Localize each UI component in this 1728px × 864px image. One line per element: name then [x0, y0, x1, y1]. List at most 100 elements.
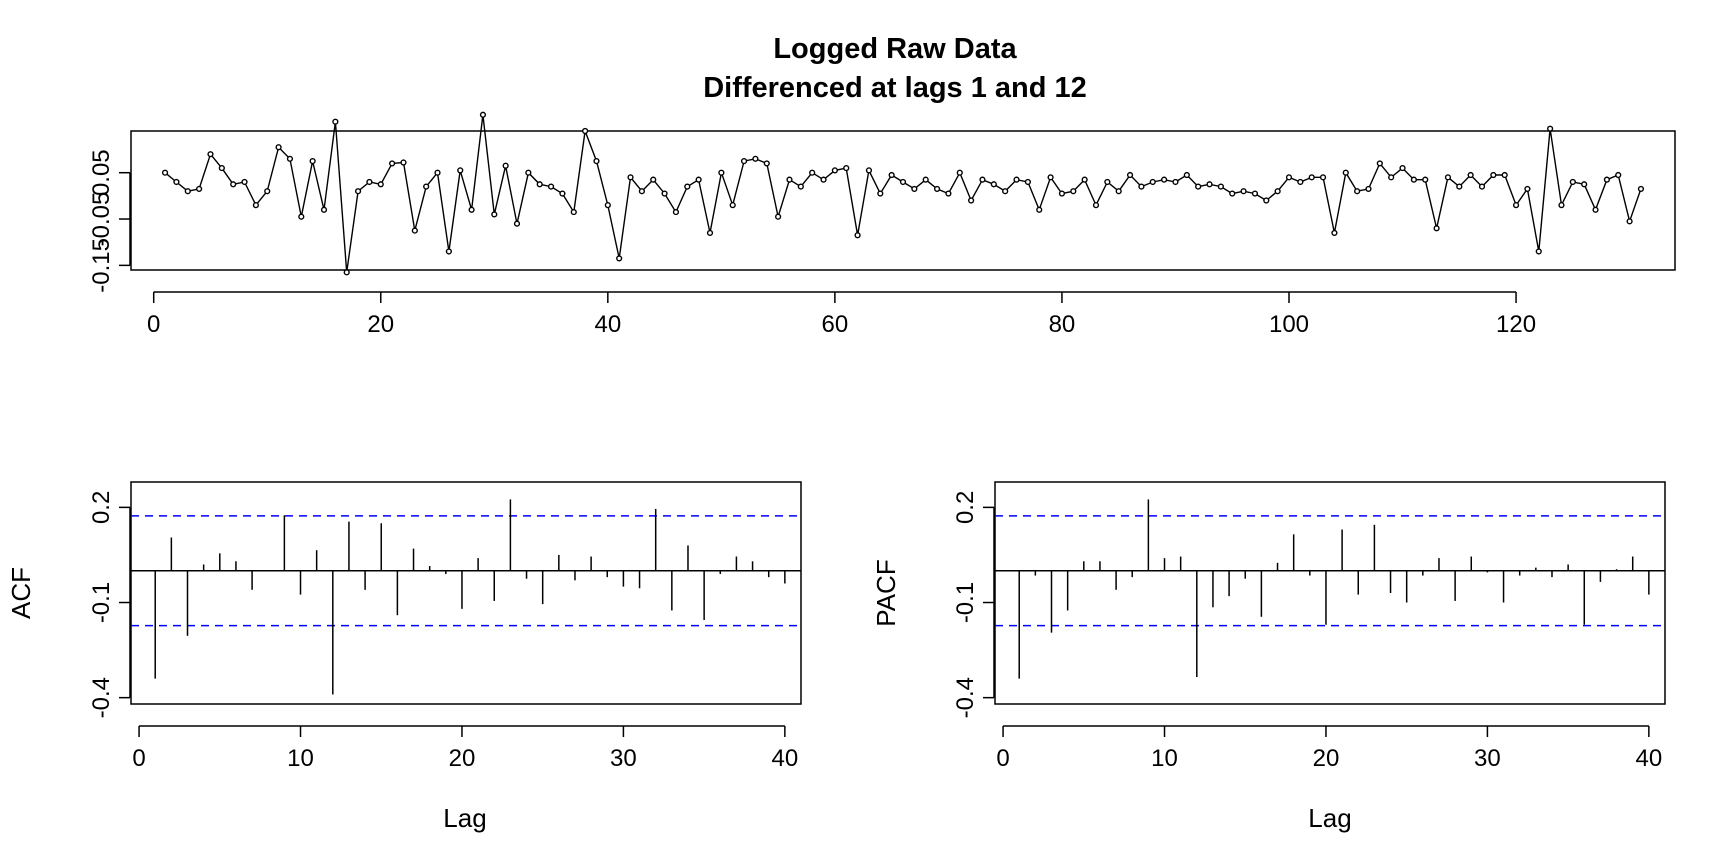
series-x-axis: 0 20 40 60 80 100 120	[147, 291, 1536, 338]
pacf-x-axis-label: Lag	[1308, 803, 1351, 833]
series-point	[922, 176, 929, 183]
series-point	[1569, 178, 1576, 186]
series-point	[196, 185, 203, 193]
series-point	[593, 158, 600, 165]
series-point	[1308, 174, 1315, 181]
series-point	[1490, 171, 1497, 179]
series-point	[968, 197, 975, 204]
series-panel: 0 20 40 60 80 100 120 -0.15-0.050.05	[88, 111, 1676, 338]
series-point	[275, 144, 282, 151]
series-point	[218, 164, 225, 172]
series-point	[1535, 248, 1542, 255]
series-point	[809, 169, 816, 176]
series-point	[241, 178, 248, 186]
series-point	[786, 176, 793, 183]
series-point	[616, 255, 623, 262]
series-point	[1501, 171, 1508, 179]
series-point	[502, 162, 509, 169]
series-point	[1558, 202, 1565, 209]
series-point	[1433, 225, 1440, 232]
series-point	[536, 181, 543, 188]
series-point	[184, 188, 191, 195]
series-y-tick-label: 0.05	[88, 149, 115, 196]
series-point	[445, 248, 452, 255]
series-point	[718, 169, 725, 176]
series-point	[877, 190, 884, 197]
series-point	[161, 169, 169, 176]
series-point	[1172, 178, 1179, 186]
series-point	[1592, 206, 1599, 213]
series-point	[1013, 176, 1020, 183]
acf-x-tick-label: 20	[449, 745, 476, 772]
pacf-x-tick-label: 30	[1474, 745, 1501, 772]
series-point	[865, 167, 873, 174]
series-point	[752, 155, 759, 162]
pacf-panel: 0 10 20 30 40 -0.4 -0.1 0.2 Lag PACF	[871, 481, 1666, 833]
series-point	[547, 183, 555, 190]
series-x-tick-label: 0	[147, 311, 160, 338]
pacf-y-axis-label: PACF	[871, 559, 901, 626]
series-point	[650, 176, 657, 183]
series-point	[1070, 188, 1077, 195]
series-point	[933, 185, 941, 193]
series-point	[1161, 176, 1168, 183]
acf-y-tick-label: 0.2	[88, 491, 115, 524]
series-point	[207, 151, 214, 158]
series-point	[491, 211, 498, 218]
pacf-x-axis: 0 10 20 30 40	[996, 725, 1662, 772]
series-point	[525, 169, 532, 176]
series-point	[366, 178, 373, 186]
series-x-tick-label: 20	[367, 311, 394, 338]
series-point	[911, 185, 918, 193]
series-point	[1183, 171, 1190, 179]
acf-y-tick-label: -0.4	[88, 677, 115, 718]
series-point	[831, 167, 838, 174]
series-point	[729, 202, 736, 209]
pacf-x-tick-label: 0	[996, 745, 1009, 772]
series-point	[434, 169, 441, 176]
series-point	[740, 158, 748, 165]
series-point	[1149, 178, 1156, 186]
series-point	[1410, 176, 1417, 183]
series-point	[627, 174, 634, 181]
series-point	[1285, 174, 1293, 181]
series-point	[332, 118, 339, 125]
series-point	[1024, 178, 1031, 186]
series-point	[1399, 164, 1406, 172]
series-point	[1615, 171, 1622, 179]
series-point	[252, 202, 259, 209]
acf-x-axis-label: Lag	[443, 803, 486, 833]
series-point	[320, 206, 328, 213]
series-point	[888, 171, 895, 179]
series-point	[1331, 229, 1338, 237]
series-point	[1365, 185, 1372, 193]
series-point	[604, 202, 611, 209]
series-point	[797, 183, 804, 190]
series-point	[1422, 176, 1429, 183]
series-point	[945, 190, 952, 197]
series-point	[1229, 190, 1236, 197]
acf-x-axis: 0 10 20 30 40	[132, 725, 798, 772]
series-point	[1388, 174, 1395, 181]
series-plot	[161, 111, 1645, 276]
series-point	[1467, 171, 1474, 179]
series-point	[956, 169, 963, 176]
series-point	[1319, 174, 1327, 181]
series-point	[1092, 202, 1100, 209]
acf-plot	[131, 499, 801, 695]
series-point	[1444, 174, 1452, 181]
series-point	[706, 229, 714, 237]
series-point	[1047, 174, 1054, 181]
series-point	[309, 158, 316, 165]
series-point	[899, 178, 907, 186]
series-point	[400, 159, 407, 166]
series-point	[763, 160, 770, 167]
pacf-plot	[995, 499, 1665, 679]
series-point	[843, 164, 850, 172]
series-point	[411, 227, 418, 234]
series-point	[479, 111, 487, 118]
series-point	[230, 181, 237, 188]
series-point	[1478, 183, 1486, 190]
pacf-y-tick-label: 0.2	[952, 491, 979, 524]
series-point	[468, 206, 475, 213]
